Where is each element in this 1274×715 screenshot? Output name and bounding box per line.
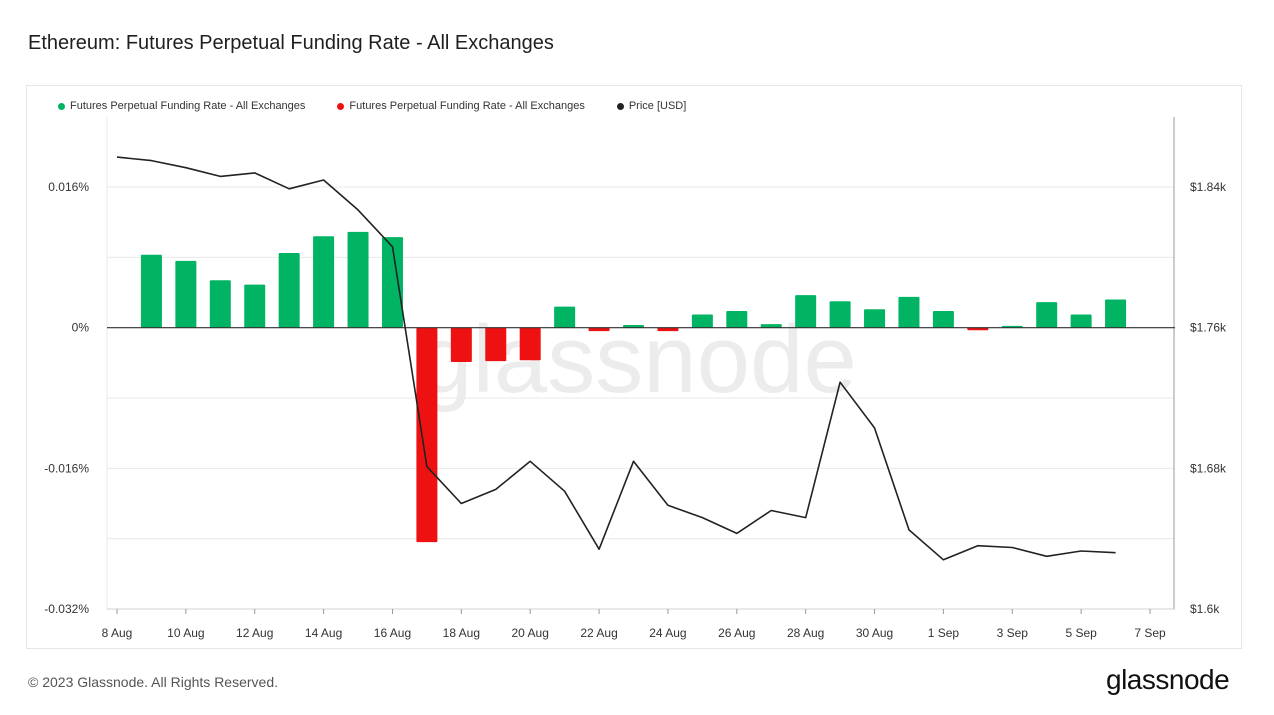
y-right-tick-label: $1.68k	[1190, 461, 1227, 475]
bar-positive	[864, 309, 886, 328]
bar-positive	[829, 301, 851, 328]
bar-negative	[657, 327, 679, 332]
x-tick-label: 5 Sep	[1065, 626, 1097, 640]
legend-dot-black	[616, 102, 624, 110]
legend-label: Price [USD]	[628, 100, 687, 112]
legend-item-funding-positive[interactable]: Futures Perpetual Funding Rate - All Exc…	[58, 100, 305, 112]
bar-positive	[381, 237, 403, 328]
bar-negative	[588, 327, 610, 332]
y-left-tick-label: 0.016%	[48, 180, 89, 194]
bar-positive	[209, 280, 231, 328]
bar-positive	[760, 324, 782, 328]
y-right-tick-label: $1.84k	[1190, 180, 1227, 194]
bar-positive	[691, 314, 713, 328]
legend-item-price[interactable]: Price [USD]	[616, 100, 687, 112]
legend: Futures Perpetual Funding Rate - All Exc…	[58, 100, 686, 112]
y-left-tick-label: -0.032%	[44, 602, 89, 616]
bar-positive	[726, 310, 748, 328]
x-tick-label: 26 Aug	[718, 626, 755, 640]
bar-positive	[244, 284, 266, 328]
x-tick-label: 20 Aug	[512, 626, 549, 640]
bar-positive	[623, 325, 644, 328]
bar-negative	[450, 327, 472, 362]
chart-frame	[26, 85, 1242, 649]
bar-positive	[1105, 299, 1127, 328]
y-left-tick-label: -0.016%	[44, 461, 89, 475]
legend-dot-red	[337, 102, 345, 110]
x-tick-label: 12 Aug	[236, 626, 273, 640]
x-tick-label: 30 Aug	[856, 626, 893, 640]
legend-item-funding-negative[interactable]: Futures Perpetual Funding Rate - All Exc…	[337, 100, 585, 112]
x-tick-label: 3 Sep	[997, 626, 1029, 640]
x-tick-label: 24 Aug	[649, 626, 686, 640]
y-right-tick-label: $1.6k	[1190, 602, 1220, 616]
bar-negative	[519, 327, 541, 361]
bar-positive	[175, 260, 197, 328]
bar-positive	[554, 306, 576, 328]
glassnode-logo: glassnode	[1106, 664, 1230, 695]
x-tick-label: 8 Aug	[102, 626, 133, 640]
bar-positive	[1070, 314, 1092, 328]
bar-negative	[485, 327, 507, 362]
chart-title: Ethereum: Futures Perpetual Funding Rate…	[28, 32, 554, 54]
bar-positive	[278, 252, 300, 328]
bar-positive	[1036, 302, 1058, 328]
bar-positive	[140, 254, 162, 328]
x-tick-label: 7 Sep	[1134, 626, 1166, 640]
x-tick-label: 1 Sep	[928, 626, 960, 640]
bar-negative	[416, 327, 438, 543]
price-line	[116, 156, 1116, 561]
bar-positive	[347, 231, 369, 328]
bar-positive	[898, 296, 920, 328]
watermark: glassnode	[419, 306, 857, 413]
x-tick-label: 22 Aug	[580, 626, 617, 640]
legend-dot-green	[58, 102, 65, 110]
copyright-footer: © 2023 Glassnode. All Rights Reserved.	[28, 674, 279, 690]
bar-positive	[313, 236, 335, 328]
y-left-tick-label: 0%	[72, 321, 90, 335]
x-tick-label: 18 Aug	[443, 626, 480, 640]
x-tick-label: 16 Aug	[374, 626, 411, 640]
bar-negative	[967, 327, 989, 331]
y-right-tick-label: $1.76k	[1190, 321, 1227, 335]
x-tick-label: 28 Aug	[787, 626, 824, 640]
x-tick-label: 14 Aug	[305, 626, 342, 640]
bar-positive	[795, 295, 817, 328]
bar-positive	[932, 310, 954, 328]
x-tick-label: 10 Aug	[167, 626, 204, 640]
legend-label: Futures Perpetual Funding Rate - All Exc…	[349, 100, 585, 112]
legend-label: Futures Perpetual Funding Rate - All Exc…	[70, 100, 306, 112]
